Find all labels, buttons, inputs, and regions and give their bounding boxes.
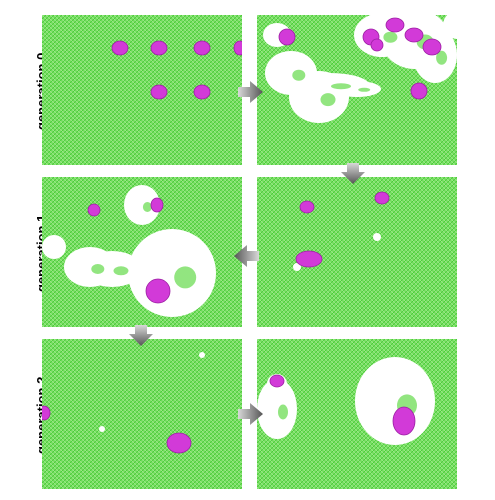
panel-gen2-evolved [257,339,457,489]
arrow-left-icon [234,245,259,267]
void-region [124,185,160,225]
void-region [42,235,66,259]
magenta-cluster [193,40,211,56]
debris [320,93,336,107]
panel-gen2-initial [42,339,242,489]
magenta-cluster [42,405,51,421]
debris [292,69,306,81]
void-region [293,263,301,271]
magenta-cluster [269,374,285,388]
void-region [82,251,142,287]
panel-gen0-initial [42,15,242,165]
debris [436,50,448,65]
debris [278,404,288,420]
magenta-cluster [374,191,390,205]
arrow-right-icon [238,403,263,425]
magenta-cluster [150,84,168,100]
debris [142,202,152,212]
void-region [355,357,435,445]
arrow-down-icon [129,325,153,346]
magenta-cluster [295,250,323,268]
magenta-cluster [422,38,442,56]
void-region [199,352,205,358]
magenta-cluster [150,197,164,213]
debris [91,264,105,274]
panel-gen1-initial [257,177,457,327]
void-region [443,15,457,39]
debris [358,87,371,92]
debris [113,266,129,276]
magenta-cluster [370,38,384,52]
debris [174,266,197,289]
magenta-cluster [410,82,428,100]
magenta-cluster [233,40,242,56]
magenta-cluster [404,27,424,43]
void-region [373,233,381,241]
magenta-cluster [87,203,101,217]
magenta-cluster [299,200,315,214]
debris [383,31,398,43]
panel-gen0-evolved [257,15,457,165]
debris [331,83,351,90]
magenta-cluster [385,17,405,33]
panel-gen1-evolved [42,177,242,327]
magenta-cluster [150,40,168,56]
void-region [99,426,105,432]
void-region [257,379,297,439]
void-region [128,229,216,317]
magenta-cluster [278,28,296,46]
magenta-cluster [392,406,416,436]
magenta-cluster [166,432,192,454]
arrow-down-icon [341,163,365,184]
magenta-cluster [145,278,171,304]
arrow-right-icon [238,81,263,103]
magenta-cluster [193,84,211,100]
magenta-cluster [111,40,129,56]
